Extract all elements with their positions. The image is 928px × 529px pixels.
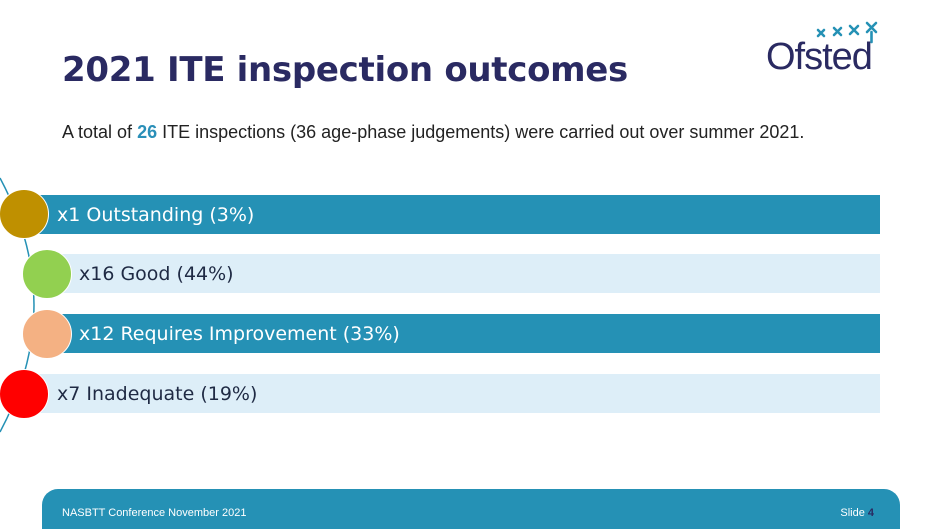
- footer-slide-number: Slide 4: [840, 507, 874, 519]
- outstanding-circle-icon: [0, 189, 49, 239]
- intro-suffix: ITE inspections (36 age-phase judgements…: [157, 122, 805, 142]
- outcome-label: x7 Inadequate (19%): [57, 382, 258, 405]
- intro-text: A total of 26 ITE inspections (36 age-ph…: [62, 122, 862, 143]
- ofsted-stars-icon: [816, 21, 878, 44]
- slide-title: 2021 ITE inspection outcomes: [62, 50, 628, 90]
- good-circle-icon: [22, 249, 72, 299]
- slide-label: Slide: [840, 507, 865, 519]
- outcome-bar-requires-improvement: x12 Requires Improvement (33%): [48, 314, 880, 353]
- inadequate-circle-icon: [0, 369, 49, 419]
- outcome-label: x16 Good (44%): [79, 262, 234, 285]
- footer-bar: NASBTT Conference November 2021 Slide 4: [42, 489, 900, 529]
- intro-number: 26: [137, 122, 158, 142]
- outcome-label: x12 Requires Improvement (33%): [79, 322, 400, 345]
- intro-prefix: A total of: [62, 122, 138, 142]
- logo-text: Ofsted: [766, 36, 873, 78]
- outcome-bar-outstanding: x1 Outstanding (3%): [26, 195, 880, 234]
- outcome-bar-good: x16 Good (44%): [48, 254, 880, 293]
- footer-conference-text: NASBTT Conference November 2021: [62, 507, 247, 519]
- slide-number: 4: [867, 507, 874, 519]
- ofsted-logo: Ofsted: [766, 20, 884, 82]
- requires-improvement-circle-icon: [22, 309, 72, 359]
- outcome-label: x1 Outstanding (3%): [57, 203, 255, 226]
- outcome-bar-inadequate: x7 Inadequate (19%): [26, 374, 880, 413]
